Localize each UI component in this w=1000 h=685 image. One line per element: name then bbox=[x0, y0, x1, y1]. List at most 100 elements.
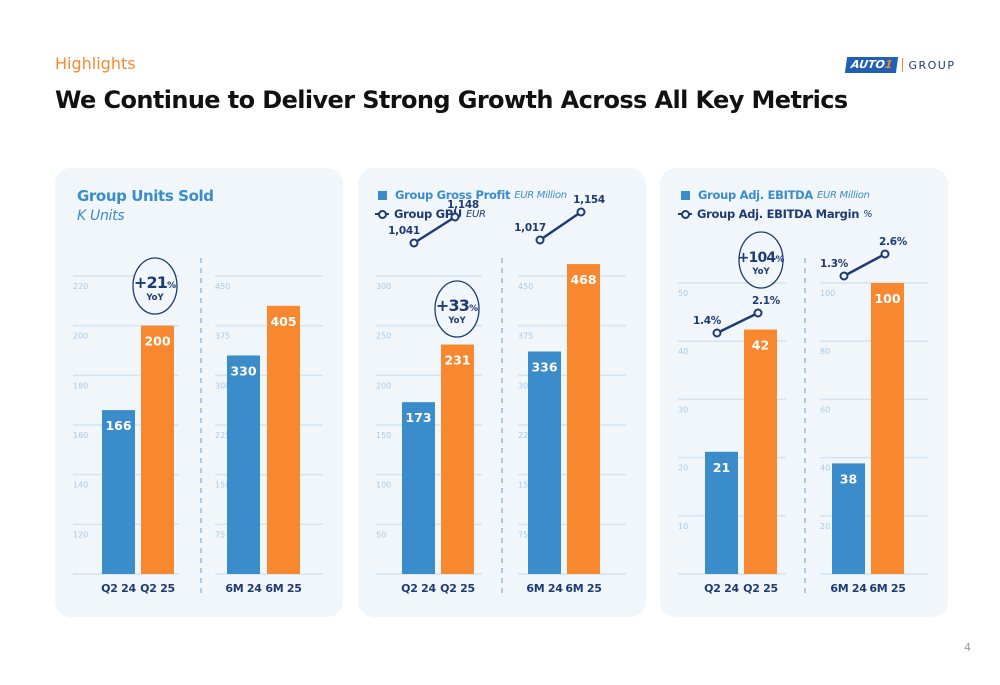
logo-brand: AUTO bbox=[850, 58, 886, 71]
y-tick-label: 40 bbox=[678, 347, 688, 356]
panel-subtitle: K Units bbox=[77, 208, 125, 224]
legend-gpu: Group GPU EUR bbox=[375, 207, 486, 221]
legend-unit: EUR Million bbox=[816, 189, 870, 201]
line-point-marker bbox=[409, 238, 419, 248]
y-tick-label: 75 bbox=[215, 530, 225, 539]
legend-label: Group GPU bbox=[394, 207, 462, 221]
legend-label: Group Adj. EBITDA bbox=[698, 188, 813, 202]
x-category-label: 6M 24 bbox=[526, 582, 563, 595]
bar-value-label: 405 bbox=[270, 314, 296, 329]
line-marker-legend-icon bbox=[678, 209, 692, 219]
yoy-growth-unit: % bbox=[469, 304, 478, 314]
y-tick-label: 150 bbox=[215, 481, 230, 490]
x-category-label: Q2 25 bbox=[140, 582, 175, 595]
bar-current-year bbox=[441, 344, 474, 574]
bar-value-label: 336 bbox=[531, 359, 557, 374]
units-sold-panel: Group Units Sold K Units 120 140 160 180 200… bbox=[55, 168, 343, 617]
y-tick-label: 220 bbox=[73, 282, 88, 291]
line-value-label: 1,017 bbox=[514, 222, 546, 234]
line-value-label: 1,041 bbox=[388, 225, 420, 237]
y-tick-label: 450 bbox=[215, 282, 230, 291]
bar-value-label: 330 bbox=[230, 363, 256, 378]
y-tick-label: 50 bbox=[376, 530, 386, 539]
bar-current-year bbox=[267, 305, 300, 574]
y-tick-label: 375 bbox=[518, 332, 533, 341]
legend-unit: EUR bbox=[465, 208, 486, 220]
bar-value-label: 100 bbox=[874, 291, 900, 306]
line-segment bbox=[716, 311, 759, 335]
legend-ebitda: Group Adj. EBITDA EUR Million bbox=[681, 188, 870, 202]
x-category-label: Q2 25 bbox=[743, 582, 778, 595]
line-value-label: 1.4% bbox=[693, 315, 722, 327]
line-value-label: 2.6% bbox=[879, 236, 908, 248]
bar-prior-year bbox=[705, 451, 738, 574]
bar-value-label: 42 bbox=[752, 338, 769, 353]
bar-current-year bbox=[871, 283, 904, 574]
legend-label: Group Gross Profit bbox=[395, 188, 511, 202]
line-point-marker bbox=[712, 328, 722, 338]
y-tick-label: 60 bbox=[820, 405, 830, 414]
yoy-badge-circle bbox=[132, 257, 178, 315]
line-value-label: 1,154 bbox=[573, 194, 605, 206]
yoy-badge-circle bbox=[738, 231, 784, 289]
yoy-growth-number: +21 bbox=[134, 273, 168, 292]
legend-ebitda-margin: Group Adj. EBITDA Margin % bbox=[678, 207, 873, 221]
x-category-label: Q2 25 bbox=[440, 582, 475, 595]
page-title: We Continue to Deliver Strong Growth Acr… bbox=[55, 86, 848, 114]
gross-profit-chart: 50 100 150 200 250 300 173 Q2 24 231 Q2 25 1,041 1,… bbox=[376, 194, 626, 596]
logo-divider bbox=[902, 58, 904, 72]
bar-value-label: 21 bbox=[713, 460, 730, 475]
bar-legend-swatch-icon bbox=[681, 190, 690, 200]
y-tick-label: 200 bbox=[73, 332, 88, 341]
y-tick-label: 450 bbox=[518, 282, 533, 291]
y-tick-label: 300 bbox=[376, 282, 391, 291]
y-tick-label: 225 bbox=[215, 431, 230, 440]
y-tick-label: 225 bbox=[518, 431, 533, 440]
y-tick-label: 120 bbox=[73, 530, 88, 539]
y-tick-label: 100 bbox=[376, 481, 391, 490]
yoy-badge-circle bbox=[434, 280, 480, 338]
y-tick-label: 40 bbox=[820, 464, 830, 473]
logo-group-text: GROUP bbox=[908, 58, 956, 72]
bar-current-year bbox=[567, 264, 600, 574]
y-tick-label: 140 bbox=[73, 481, 88, 490]
gross-profit-panel: Group Gross Profit EUR Million Group GPU… bbox=[358, 168, 646, 617]
y-tick-label: 160 bbox=[73, 431, 88, 440]
line-value-label: 1,148 bbox=[447, 199, 479, 211]
line-point-marker bbox=[535, 235, 545, 245]
legend-unit: EUR Million bbox=[514, 189, 567, 201]
y-tick-label: 10 bbox=[678, 522, 688, 531]
line-segment bbox=[413, 215, 456, 245]
line-point-marker bbox=[576, 207, 586, 217]
y-tick-label: 300 bbox=[518, 381, 533, 390]
bar-value-label: 468 bbox=[570, 272, 596, 287]
yoy-growth-value: +33% bbox=[436, 296, 478, 315]
y-tick-label: 20 bbox=[820, 522, 830, 531]
bar-value-label: 200 bbox=[144, 334, 170, 349]
y-tick-label: 200 bbox=[376, 381, 391, 390]
ebitda-chart: 10 20 30 40 50 21 Q2 24 42 Q2 25 1.4% 2.1% 20 40 60 80… bbox=[678, 231, 928, 596]
y-tick-label: 300 bbox=[215, 381, 230, 390]
x-category-label: 6M 25 bbox=[265, 582, 301, 595]
ebitda-panel: Group Adj. EBITDA EUR Million Group Adj.… bbox=[660, 168, 948, 617]
y-tick-label: 375 bbox=[215, 332, 230, 341]
line-point-marker bbox=[839, 271, 849, 281]
bar-current-year bbox=[141, 325, 174, 574]
bar-value-label: 166 bbox=[105, 418, 131, 433]
y-tick-label: 20 bbox=[678, 464, 688, 473]
line-point-marker bbox=[753, 308, 763, 318]
y-tick-label: 150 bbox=[518, 481, 533, 490]
line-segment bbox=[843, 252, 886, 278]
x-category-label: 6M 24 bbox=[830, 582, 867, 595]
bar-legend-swatch-icon bbox=[378, 190, 387, 200]
yoy-growth-number: +104 bbox=[738, 250, 777, 266]
logo-brand-number: 1 bbox=[883, 58, 894, 71]
x-category-label: Q2 24 bbox=[101, 582, 136, 595]
y-tick-label: 75 bbox=[518, 530, 528, 539]
legend-label: Group Adj. EBITDA Margin bbox=[697, 207, 860, 221]
y-tick-label: 80 bbox=[820, 347, 830, 356]
bar-prior-year bbox=[402, 402, 435, 574]
y-tick-label: 100 bbox=[820, 289, 835, 298]
logo-brand-box: AUTO 1 bbox=[844, 57, 899, 73]
section-label: Highlights bbox=[55, 54, 136, 73]
